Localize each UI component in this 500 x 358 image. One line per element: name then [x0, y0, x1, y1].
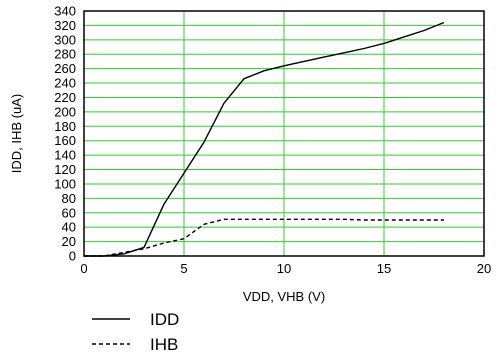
y-tick-label: 20 [62, 234, 76, 249]
y-tick-label: 340 [54, 4, 76, 19]
series-line-ihb [84, 218, 444, 257]
y-tick-label: 40 [62, 220, 76, 235]
x-tick-label: 10 [277, 261, 291, 276]
y-tick-label: 300 [54, 32, 76, 47]
x-tick-label: 0 [80, 261, 87, 276]
y-tick-label: 180 [54, 119, 76, 134]
y-tick-label: 140 [54, 148, 76, 163]
legend: IDD IHB [92, 310, 179, 354]
y-tick-label: 280 [54, 47, 76, 62]
y-tick-label: 60 [62, 205, 76, 220]
legend-label-idd: IDD [150, 310, 179, 329]
y-axis-label: IDD, IHB (uA) [9, 94, 24, 173]
y-tick-label: 160 [54, 133, 76, 148]
y-tick-label: 320 [54, 18, 76, 33]
grid-lines [84, 11, 484, 256]
legend-label-ihb: IHB [150, 335, 178, 354]
y-tick-label: 200 [54, 104, 76, 119]
x-tick-labels: 0 5 10 15 20 [80, 261, 491, 276]
y-tick-labels: 0204060801001201401601802002202402602803… [54, 4, 76, 264]
y-tick-label: 100 [54, 176, 76, 191]
x-tick-label: 20 [477, 261, 491, 276]
y-tick-label: 220 [54, 90, 76, 105]
y-tick-label: 120 [54, 162, 76, 177]
x-axis-label: VDD, VHB (V) [243, 289, 325, 304]
x-tick-label: 5 [180, 261, 187, 276]
x-tick-label: 15 [377, 261, 391, 276]
series-line-idd [84, 21, 445, 257]
y-tick-label: 260 [54, 61, 76, 76]
y-tick-label: 240 [54, 76, 76, 91]
plot-frame [83, 10, 485, 257]
y-tick-label: 0 [69, 249, 76, 264]
series-layer [84, 21, 445, 257]
y-tick-label: 80 [62, 191, 76, 206]
